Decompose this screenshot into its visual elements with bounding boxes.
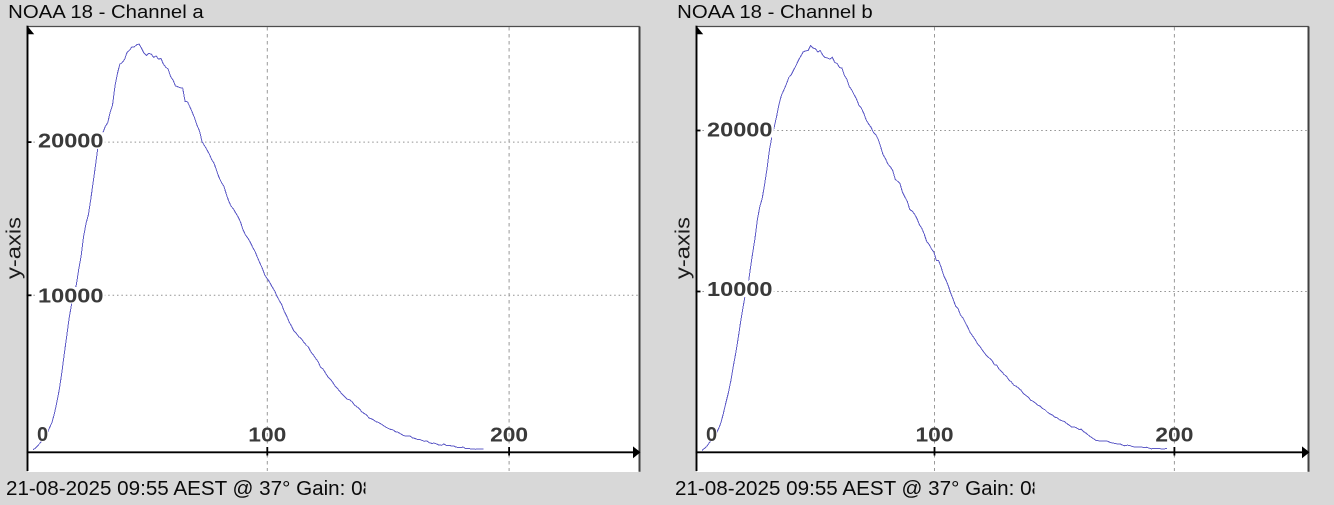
svg-text:200: 200 [490, 425, 528, 447]
svg-text:20000: 20000 [38, 131, 104, 153]
svg-text:21-08-2025 09:55 AEST @ 37° Ga: 21-08-2025 09:55 AEST @ 37° Gain: 08 [6, 478, 374, 500]
svg-text:NOAA 18 - Channel b: NOAA 18 - Channel b [677, 2, 872, 22]
svg-text:10000: 10000 [38, 285, 104, 307]
svg-text:0: 0 [706, 424, 717, 446]
svg-text:y-axis: y-axis [673, 217, 695, 279]
svg-text:y-axis: y-axis [4, 217, 26, 279]
svg-text:NOAA 18 - Channel a: NOAA 18 - Channel a [8, 2, 205, 22]
svg-text:200: 200 [1155, 425, 1193, 447]
svg-text:10000: 10000 [707, 279, 773, 301]
svg-text:21-08-2025 09:55 AEST @ 37° Ga: 21-08-2025 09:55 AEST @ 37° Gain: 08 [675, 478, 1043, 500]
svg-text:20000: 20000 [707, 119, 773, 141]
svg-text:0: 0 [37, 424, 48, 446]
svg-text:100: 100 [248, 425, 286, 447]
svg-text:100: 100 [916, 425, 954, 447]
